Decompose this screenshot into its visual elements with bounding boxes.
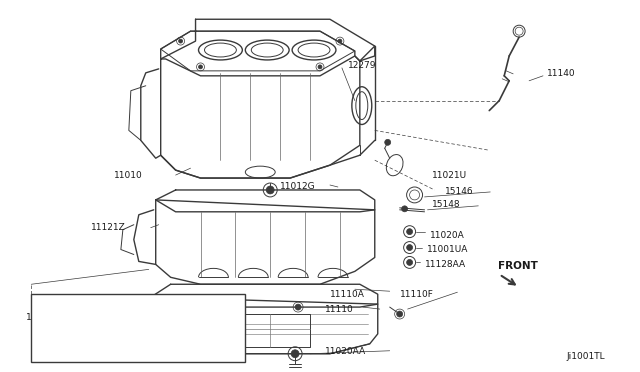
- Text: 11140: 11140: [547, 69, 575, 78]
- Text: 11010: 11010: [114, 171, 143, 180]
- Circle shape: [161, 351, 166, 357]
- Text: 11012G: 11012G: [280, 183, 316, 192]
- Text: 11021U: 11021U: [431, 171, 467, 180]
- Circle shape: [295, 304, 301, 310]
- Circle shape: [198, 65, 202, 69]
- Text: 11110A: 11110A: [330, 290, 365, 299]
- Text: 11020AA: 11020AA: [325, 347, 366, 356]
- Text: 12279: 12279: [348, 61, 376, 70]
- Text: 15146: 15146: [444, 187, 473, 196]
- Circle shape: [406, 244, 413, 250]
- Text: Ji1001TL: Ji1001TL: [567, 352, 605, 361]
- Text: 11128A: 11128A: [81, 338, 116, 347]
- Text: 11110F: 11110F: [399, 290, 433, 299]
- Circle shape: [406, 229, 413, 235]
- Text: 11110+A: 11110+A: [26, 312, 68, 321]
- Circle shape: [402, 206, 408, 212]
- Circle shape: [397, 311, 403, 317]
- Circle shape: [93, 311, 99, 317]
- Text: 15148: 15148: [431, 201, 460, 209]
- Circle shape: [179, 39, 182, 43]
- Circle shape: [73, 311, 79, 317]
- Text: 11121Z: 11121Z: [91, 223, 125, 232]
- Text: 11128: 11128: [86, 324, 115, 333]
- Text: 11020A: 11020A: [429, 231, 464, 240]
- Bar: [31, 294, 245, 362]
- Text: 11110: 11110: [325, 305, 354, 314]
- Text: 11001UA: 11001UA: [426, 245, 468, 254]
- Circle shape: [338, 39, 342, 43]
- Circle shape: [318, 65, 322, 69]
- Circle shape: [291, 350, 299, 358]
- Circle shape: [76, 349, 82, 355]
- Text: 11128AA: 11128AA: [424, 260, 466, 269]
- Text: FRONT: FRONT: [498, 262, 538, 272]
- Circle shape: [406, 259, 413, 265]
- Circle shape: [266, 186, 274, 194]
- Circle shape: [385, 140, 390, 145]
